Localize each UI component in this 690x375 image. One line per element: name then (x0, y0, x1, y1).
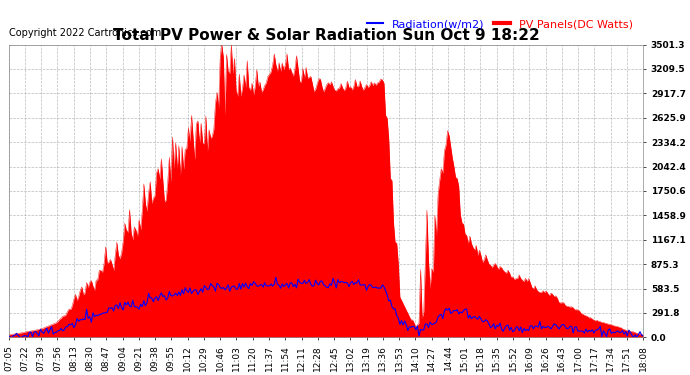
Text: Copyright 2022 Cartronics.com: Copyright 2022 Cartronics.com (9, 28, 161, 38)
Title: Total PV Power & Solar Radiation Sun Oct 9 18:22: Total PV Power & Solar Radiation Sun Oct… (112, 28, 540, 44)
Legend: Radiation(w/m2), PV Panels(DC Watts): Radiation(w/m2), PV Panels(DC Watts) (362, 15, 638, 34)
